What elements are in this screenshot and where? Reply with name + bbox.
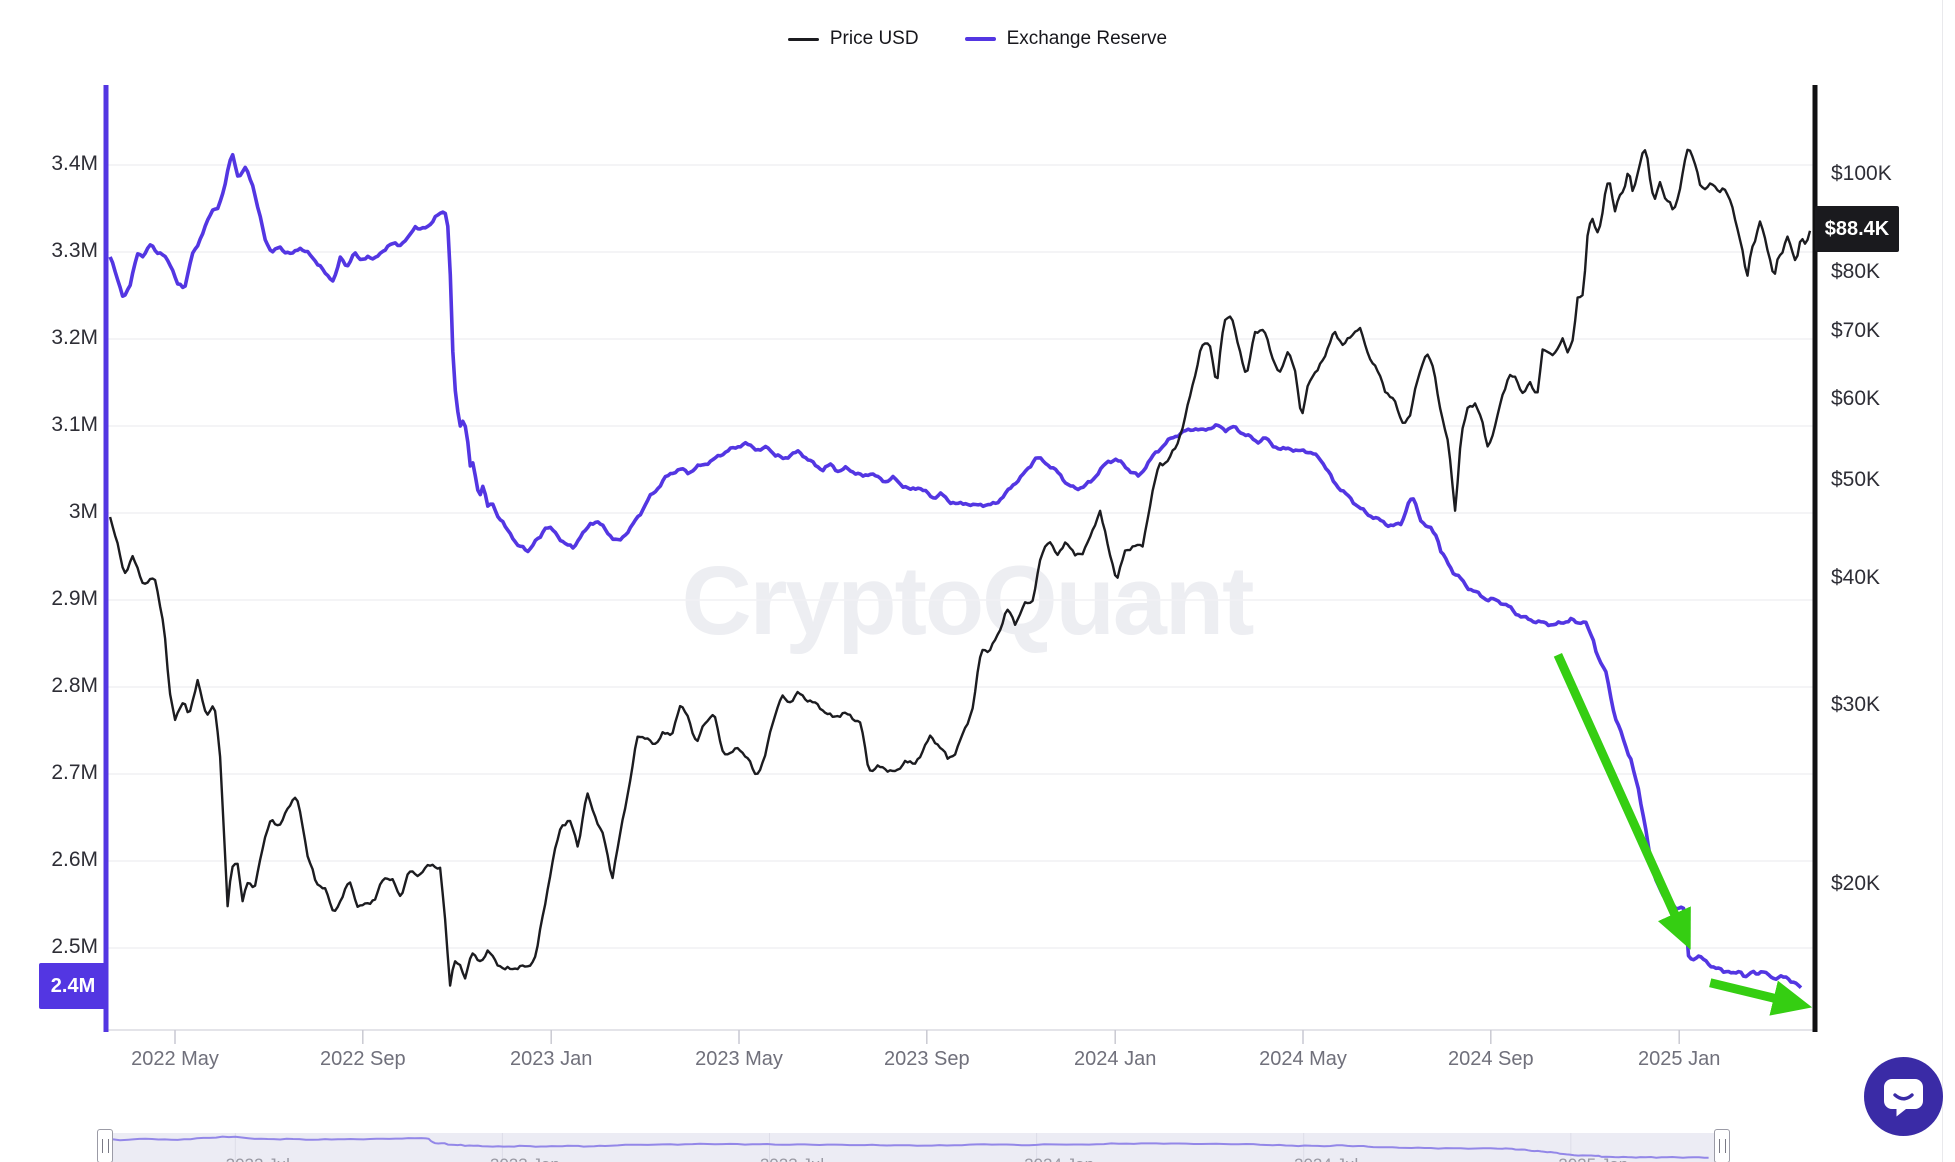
reserve-current-value-badge: 2.4M (39, 963, 107, 1009)
x-axis-tick-label: 2025 Jan (1638, 1048, 1721, 1070)
left-axis-tick-label: 3.1M (51, 413, 98, 436)
navigator-right-handle[interactable] (1714, 1129, 1730, 1162)
left-axis-tick-label: 3.2M (51, 326, 98, 349)
chat-widget-button[interactable] (1864, 1057, 1943, 1136)
navigator-date-label: 2022 Jul (226, 1155, 290, 1162)
left-axis-tick-label: 3M (68, 500, 98, 523)
drag-grip-icon (1718, 1139, 1726, 1153)
navigator-date-label: 2024 Jan (1024, 1155, 1094, 1162)
chat-bubble-icon (1864, 1057, 1943, 1136)
left-axis-tick-label: 3.3M (51, 239, 98, 262)
x-axis-tick-label: 2024 Sep (1447, 1048, 1534, 1070)
price-current-value-badge: $88.4K (1815, 206, 1899, 252)
x-axis-tick-label: 2022 Sep (319, 1048, 406, 1070)
legend-price-label: Price USD (829, 28, 919, 49)
x-axis-tick-label: 2023 Sep (883, 1048, 970, 1070)
navigator-date-label: 2023 Jan (490, 1155, 560, 1162)
navigator-left-handle[interactable] (97, 1129, 113, 1162)
navigator-mini-chart (107, 1133, 1709, 1162)
price-line-swatch-icon (787, 37, 819, 41)
left-axis-tick-label: 2.9M (51, 587, 98, 610)
legend-item-price[interactable]: Price USD (787, 28, 919, 50)
left-axis-tick-label: 2.5M (51, 935, 98, 958)
left-axis-tick-label: 3.4M (51, 152, 98, 175)
right-axis-tick-label: $60K (1831, 387, 1881, 411)
right-axis-tick-label: $100K (1831, 162, 1892, 185)
right-axis-tick-label: $30K (1831, 692, 1881, 716)
range-navigator[interactable]: 2022 Jul 2023 Jan 2023 Jul 2024 Jan 2024 Jul… (97, 1129, 1730, 1162)
legend-reserve-label: Exchange Reserve (1006, 28, 1168, 49)
reserve-line-swatch-icon (964, 37, 996, 41)
right-axis-tick-label: $20K (1831, 871, 1881, 895)
right-axis-tick-label: $40K (1831, 566, 1881, 590)
navigator-date-label: 2024 Jul (1294, 1155, 1358, 1162)
x-axis-tick-label: 2024 Jan (1074, 1048, 1157, 1070)
navigator-date-label: 2023 Jul (760, 1155, 824, 1162)
drag-grip-icon (101, 1139, 109, 1153)
chart-legend: Price USD Exchange Reserve (0, 28, 1955, 50)
x-axis-tick-label: 2022 May (131, 1048, 219, 1070)
right-axis-tick-label: $50K (1831, 467, 1881, 491)
x-axis-tick-label: 2023 May (695, 1048, 783, 1070)
x-axis-tick-label: 2024 May (1259, 1048, 1347, 1070)
right-axis-tick-label: $80K (1831, 260, 1881, 284)
navigator-date-label: 2025 Jan (1558, 1155, 1628, 1162)
legend-item-reserve[interactable]: Exchange Reserve (964, 28, 1168, 50)
right-axis-tick-label: $70K (1831, 319, 1881, 343)
page-edge-divider (1942, 0, 1943, 1162)
left-axis-tick-label: 2.8M (51, 674, 98, 697)
left-axis-tick-label: 2.6M (51, 848, 98, 871)
x-axis-tick-label: 2023 Jan (510, 1048, 593, 1070)
left-axis-tick-label: 2.7M (51, 761, 98, 784)
